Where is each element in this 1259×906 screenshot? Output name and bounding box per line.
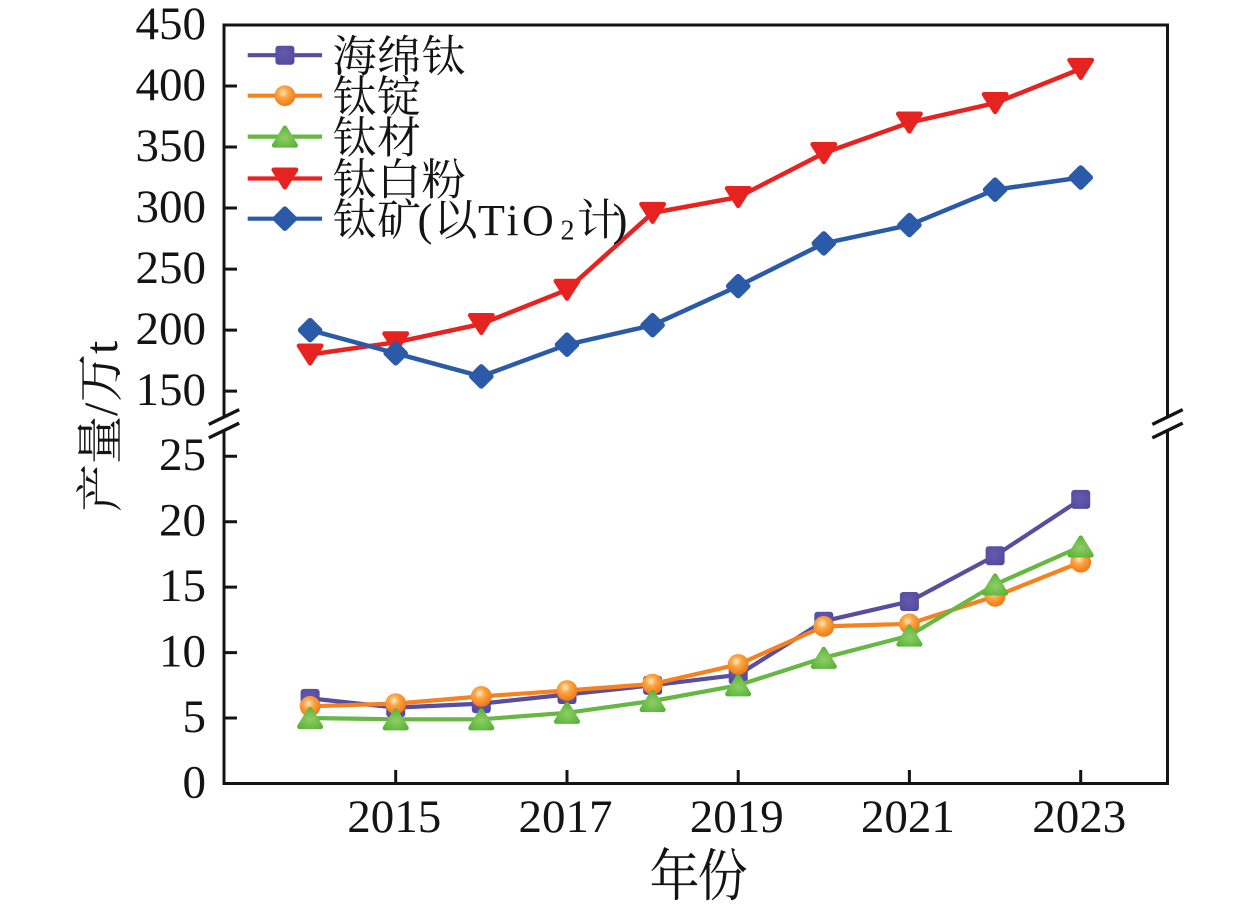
svg-text:200: 200 (136, 303, 207, 355)
svg-text:(: ( (418, 195, 433, 245)
svg-text:2015: 2015 (347, 791, 441, 843)
svg-text:2023: 2023 (1032, 791, 1126, 843)
svg-text:2021: 2021 (861, 791, 955, 843)
svg-text:5: 5 (183, 691, 207, 743)
svg-text:/: / (75, 402, 128, 416)
svg-text:300: 300 (136, 181, 207, 233)
svg-text:2: 2 (561, 216, 575, 247)
svg-text:): ) (613, 195, 628, 245)
svg-text:250: 250 (136, 242, 207, 294)
svg-text:150: 150 (136, 364, 207, 416)
svg-text:t: t (75, 340, 128, 354)
svg-text:400: 400 (136, 59, 207, 111)
svg-text:350: 350 (136, 120, 207, 172)
svg-text:10: 10 (159, 626, 206, 678)
svg-text:450: 450 (136, 0, 207, 50)
svg-text:TiO: TiO (478, 196, 557, 245)
svg-text:15: 15 (159, 560, 206, 612)
svg-text:25: 25 (159, 429, 206, 481)
svg-text:0: 0 (183, 757, 207, 809)
svg-text:2019: 2019 (690, 791, 784, 843)
svg-text:20: 20 (159, 495, 206, 547)
svg-text:2017: 2017 (519, 791, 613, 843)
